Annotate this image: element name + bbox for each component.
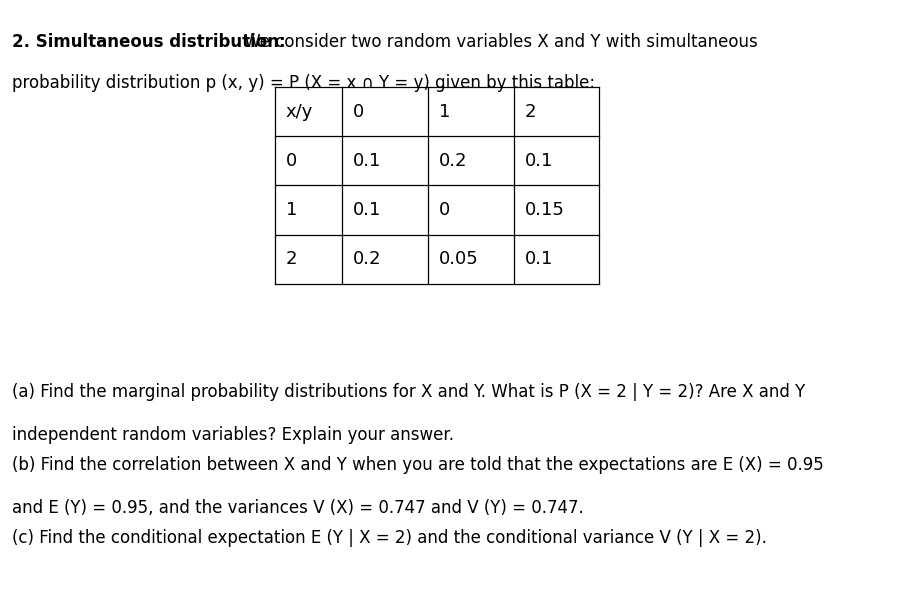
Text: 0: 0 — [439, 201, 450, 219]
Text: We consider two random variables X and Y with simultaneous: We consider two random variables X and Y… — [239, 33, 758, 51]
Text: 1: 1 — [439, 103, 450, 121]
Text: 0: 0 — [353, 103, 364, 121]
Text: probability distribution p (x, y) = P (X = x ∩ Y = y) given by this table:: probability distribution p (x, y) = P (X… — [12, 74, 595, 92]
Text: (c) Find the conditional expectation E (Y | X = 2) and the conditional variance : (c) Find the conditional expectation E (… — [12, 529, 767, 547]
Text: (b) Find the correlation between X and Y when you are told that the expectations: (b) Find the correlation between X and Y… — [12, 456, 824, 474]
Text: (a) Find the marginal probability distributions for X and Y. What is P (X = 2 | : (a) Find the marginal probability distri… — [12, 383, 805, 401]
Text: and E (Y) = 0.95, and the variances V (X) = 0.747 and V (Y) = 0.747.: and E (Y) = 0.95, and the variances V (X… — [12, 499, 584, 517]
Text: 2: 2 — [286, 250, 297, 268]
Text: x/y: x/y — [286, 103, 313, 121]
Text: independent random variables? Explain your answer.: independent random variables? Explain yo… — [12, 426, 454, 444]
Text: 0.1: 0.1 — [524, 152, 552, 170]
Text: 0.1: 0.1 — [524, 250, 552, 268]
Text: 2: 2 — [524, 103, 536, 121]
Text: 0.1: 0.1 — [353, 201, 381, 219]
Text: 0.15: 0.15 — [524, 201, 564, 219]
Text: 2. Simultaneous distribution:: 2. Simultaneous distribution: — [12, 33, 286, 51]
Text: 0.05: 0.05 — [439, 250, 478, 268]
Text: 0: 0 — [286, 152, 296, 170]
Text: 0.1: 0.1 — [353, 152, 381, 170]
Text: 0.2: 0.2 — [439, 152, 468, 170]
Text: 1: 1 — [286, 201, 297, 219]
Text: 0.2: 0.2 — [353, 250, 382, 268]
